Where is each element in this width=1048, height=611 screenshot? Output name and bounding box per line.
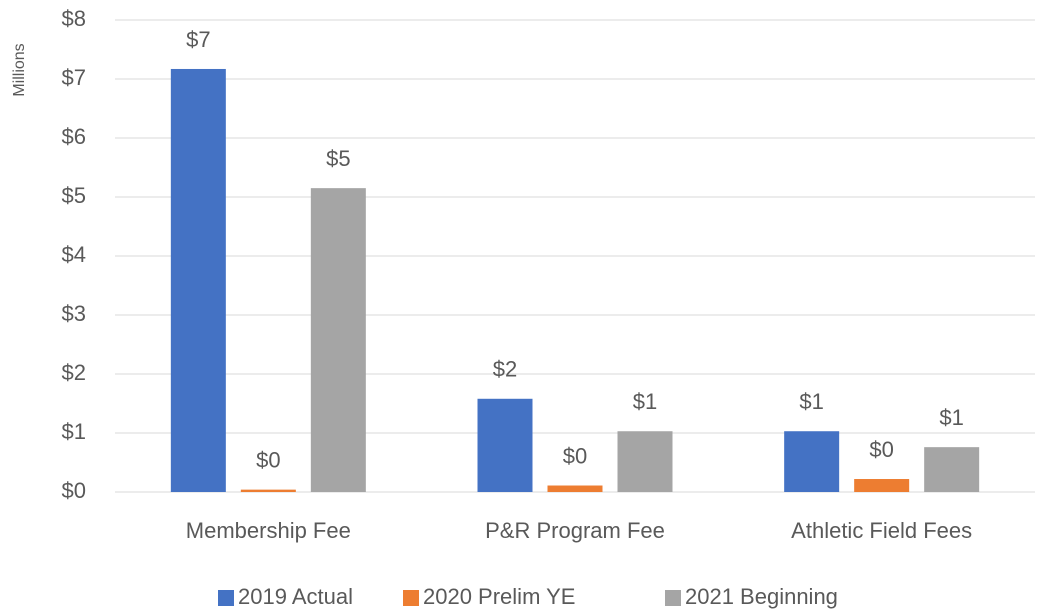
bar [310, 188, 366, 492]
x-tick-label: P&R Program Fee [485, 518, 665, 543]
value-label: $7 [186, 27, 210, 52]
x-tick-label: Membership Fee [186, 518, 351, 543]
legend-label: 2019 Actual [238, 584, 353, 609]
value-label: $0 [256, 447, 280, 472]
y-tick-label: $1 [62, 419, 86, 444]
bar [617, 431, 673, 492]
value-label: $1 [939, 405, 963, 430]
value-label: $1 [633, 389, 657, 414]
bar [170, 68, 226, 492]
y-tick-label: $4 [62, 242, 86, 267]
value-label: $2 [493, 357, 517, 382]
y-tick-label: $5 [62, 183, 86, 208]
value-label: $1 [799, 389, 823, 414]
legend-swatch [218, 590, 234, 606]
bar [477, 398, 533, 492]
y-tick-label: $2 [62, 360, 86, 385]
y-tick-label: $7 [62, 65, 86, 90]
y-tick-label: $8 [62, 6, 86, 31]
y-tick-label: $3 [62, 301, 86, 326]
x-tick-label: Athletic Field Fees [791, 518, 972, 543]
legend-label: 2020 Prelim YE [423, 584, 575, 609]
bar [924, 447, 980, 492]
bar [854, 479, 910, 492]
bar [784, 431, 840, 492]
y-axis-label: Millions [11, 43, 28, 96]
legend-label: 2021 Beginning [685, 584, 838, 609]
bar [240, 489, 296, 492]
value-label: $0 [563, 443, 587, 468]
value-label: $5 [326, 146, 350, 171]
legend-swatch [665, 590, 681, 606]
y-tick-label: $0 [62, 478, 86, 503]
y-tick-label: $6 [62, 124, 86, 149]
value-label: $0 [869, 437, 893, 462]
legend-swatch [403, 590, 419, 606]
bar [547, 485, 603, 492]
